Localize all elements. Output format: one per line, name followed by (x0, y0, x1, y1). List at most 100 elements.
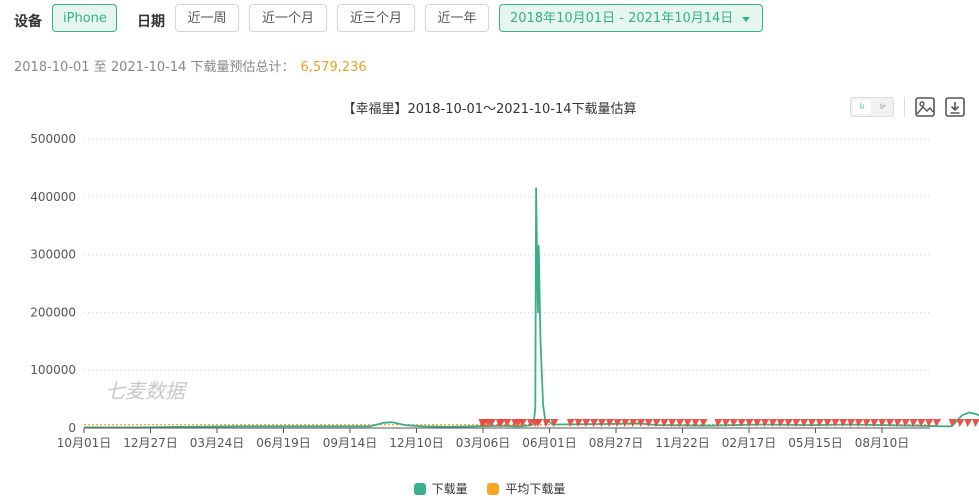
legend-label-downloads: 下载量 (431, 482, 468, 496)
version-flag-marker (676, 419, 685, 427)
version-flag-marker (606, 419, 614, 427)
y-tick-label: 200000 (30, 305, 76, 319)
x-tick-label: 02月17日 (722, 436, 777, 450)
date-range-picker[interactable]: 2018年10月01日 - 2021年10月14日 (499, 4, 763, 32)
y-tick-label: 0 (68, 421, 76, 435)
x-tick-label: 06月01日 (522, 436, 577, 450)
version-flag-marker (503, 419, 512, 427)
version-flag-marker (590, 419, 599, 427)
preset-last-week-button[interactable]: 近一周 (175, 4, 239, 32)
version-flag-marker (816, 419, 824, 427)
chart-type-toggle[interactable]: lı ⊯ (850, 97, 894, 117)
version-flag-marker (948, 419, 957, 427)
toggle-left-icon: lı (853, 100, 871, 114)
version-flag-marker (823, 419, 832, 427)
version-flag-marker (933, 419, 942, 427)
version-flag-marker (660, 419, 669, 427)
chart-title: 【幸福里】2018-10-01～2021-10-14下载量估算 (342, 102, 637, 117)
toggle-right-icon: ⊯ (879, 102, 887, 111)
summary-text: 2018-10-01 至 2021-10-14 下载量预估总计： (14, 60, 295, 75)
toolbar-divider (904, 97, 905, 117)
y-tick-label: 300000 (30, 248, 76, 262)
version-flag-marker (652, 419, 661, 427)
version-flag-marker (831, 419, 840, 427)
x-tick-label: 08月10日 (855, 436, 910, 450)
x-tick-label: 12月10日 (389, 436, 444, 450)
filter-bar: 设备 iPhone 日期 近一周 近一个月 近三个月 近一年 2018年10月0… (0, 4, 979, 34)
version-flag-marker (855, 419, 864, 427)
version-flag-marker (902, 419, 910, 427)
version-flag-marker (745, 419, 754, 427)
legend-label-average: 平均下载量 (505, 482, 566, 496)
version-flag-marker (777, 419, 785, 427)
summary-total: 6,579,236 (300, 60, 367, 75)
version-flag-marker (668, 419, 677, 427)
version-flag-marker (730, 419, 739, 427)
watermark-text: 七麦数据 (105, 379, 188, 403)
version-flag-marker (714, 419, 723, 427)
version-flag-marker (629, 419, 638, 427)
preset-last-year-button[interactable]: 近一年 (425, 4, 489, 32)
version-flag-marker (621, 419, 630, 427)
version-flag-marker (542, 419, 551, 427)
version-flag-marker (613, 419, 622, 427)
version-flag-marker (917, 419, 926, 427)
preset-last-month-button[interactable]: 近一个月 (249, 4, 327, 32)
date-range-text: 2018年10月01日 - 2021年10月14日 (510, 11, 734, 26)
legend-swatch-average (487, 483, 500, 495)
version-flag-marker (878, 419, 887, 427)
x-tick-label: 12月27日 (123, 436, 178, 450)
x-tick-label: 06月19日 (256, 436, 311, 450)
version-flag-marker (514, 419, 523, 427)
version-flag-marker (567, 419, 575, 427)
version-flag-marker (753, 419, 762, 427)
y-tick-label: 400000 (30, 190, 76, 204)
legend-swatch-downloads (413, 483, 426, 495)
download-summary: 2018-10-01 至 2021-10-14 下载量预估总计： 6,579,23… (14, 56, 367, 75)
version-flag-marker (956, 419, 965, 427)
version-flag-marker (769, 419, 778, 427)
version-flag-marker (894, 419, 903, 427)
download-icon[interactable] (943, 95, 967, 119)
version-flag-marker (800, 419, 809, 427)
chart-legend: 下载量 平均下载量 (0, 480, 979, 497)
version-flag-marker (886, 419, 895, 427)
y-tick-label: 500000 (30, 132, 76, 146)
version-flag-marker (862, 419, 871, 427)
version-flag-marker (684, 419, 693, 427)
version-flag-marker (645, 419, 654, 427)
version-flag-marker (737, 419, 746, 427)
version-flag-marker (784, 419, 793, 427)
version-flag-marker (574, 419, 583, 427)
version-flag-marker (792, 419, 801, 427)
version-flag-marker (808, 419, 817, 427)
version-flag-marker (637, 419, 646, 427)
version-flag-marker (497, 419, 506, 427)
download-chart: 七麦数据 0 100000 200000 300000 400000 500000 10月0… (30, 132, 979, 450)
version-flag-marker (847, 419, 856, 427)
legend-item-downloads[interactable]: 下载量 (413, 480, 468, 497)
version-flag-marker (722, 419, 731, 427)
version-flag-marker (484, 419, 493, 427)
version-flag-marker (925, 419, 934, 427)
y-tick-label: 100000 (30, 363, 76, 377)
device-label: 设备 (14, 14, 42, 30)
x-tick-label: 09月14日 (323, 436, 378, 450)
version-flag-marker (870, 419, 879, 427)
preset-last-three-months-button[interactable]: 近三个月 (337, 4, 415, 32)
version-flag-marker (582, 419, 591, 427)
version-flag-marker (964, 419, 973, 427)
version-flag-marker (761, 419, 770, 427)
downloads-line (84, 187, 979, 429)
version-flag-marker (909, 419, 918, 427)
x-tick-label: 08月27日 (589, 436, 644, 450)
x-tick-label: 11月22日 (655, 436, 710, 450)
device-button-iphone[interactable]: iPhone (52, 4, 117, 32)
version-flag-marker (839, 419, 848, 427)
version-flag-marker (478, 419, 487, 427)
legend-item-average[interactable]: 平均下载量 (487, 480, 565, 497)
x-tick-label: 10月01日 (57, 436, 112, 450)
save-image-icon[interactable] (913, 95, 937, 119)
version-flag-marker (532, 419, 541, 427)
caret-down-icon (742, 17, 750, 22)
